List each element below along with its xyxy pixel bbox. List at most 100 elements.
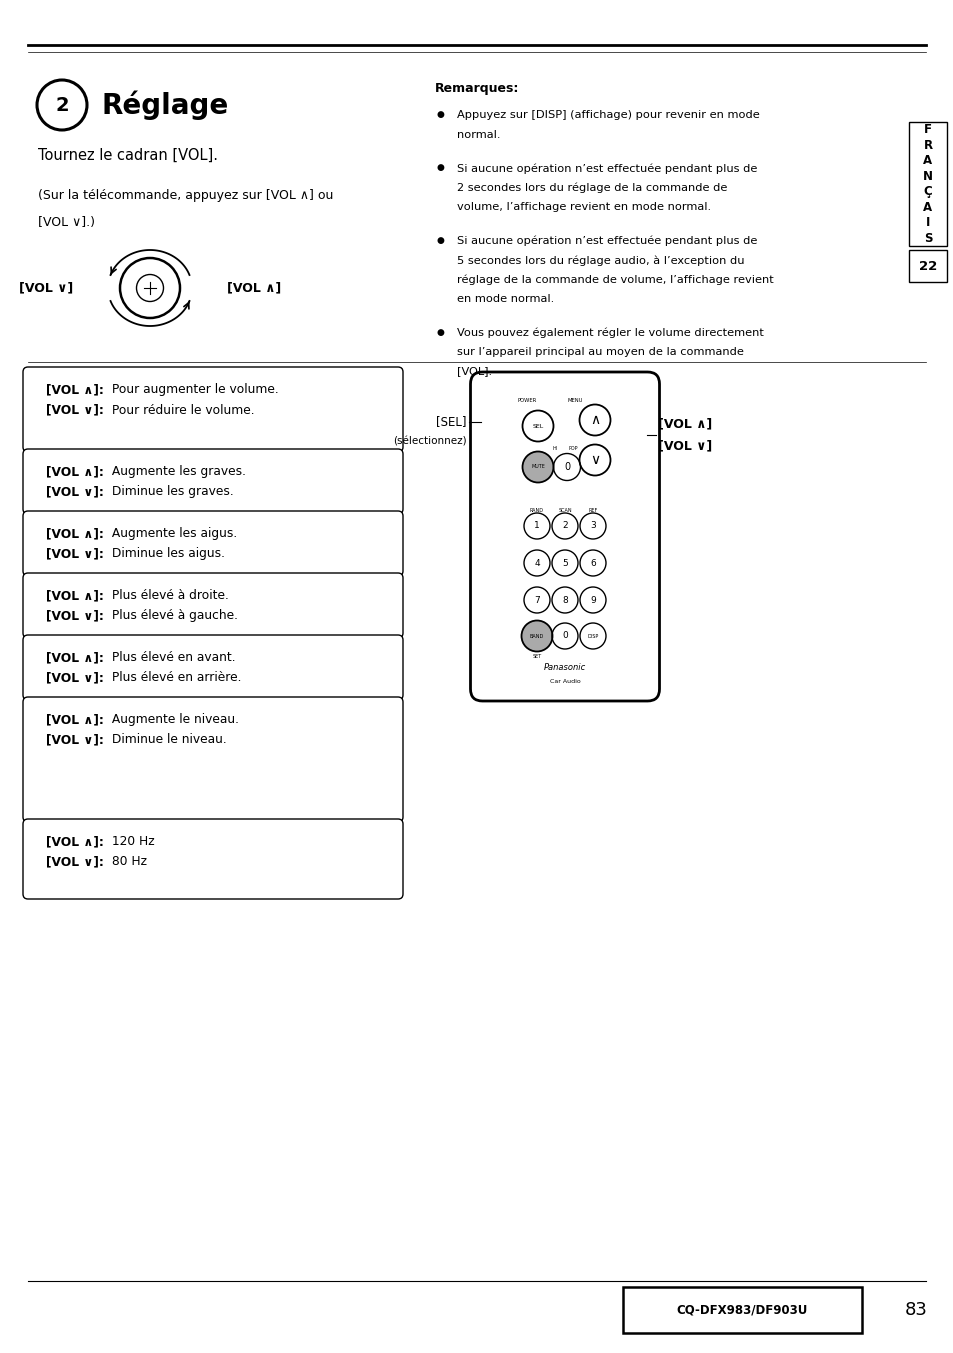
Text: BAND: BAND [529, 633, 543, 639]
Text: 2: 2 [561, 521, 567, 530]
Text: [VOL ∨]:: [VOL ∨]: [46, 733, 104, 747]
Text: ∧: ∧ [589, 413, 599, 428]
Text: A: A [923, 154, 932, 168]
Text: [VOL ∧]:: [VOL ∧]: [46, 383, 104, 396]
Text: 83: 83 [903, 1302, 926, 1319]
Text: 22: 22 [918, 260, 936, 272]
Text: Panasonic: Panasonic [543, 663, 585, 672]
Text: Car Audio: Car Audio [549, 678, 579, 683]
Text: Diminue les graves.: Diminue les graves. [108, 486, 233, 498]
Text: DISP: DISP [587, 633, 598, 639]
Text: [VOL ∧]: [VOL ∧] [657, 418, 711, 430]
Text: Si aucune opération n’est effectuée pendant plus de: Si aucune opération n’est effectuée pend… [456, 235, 757, 246]
Text: MUTE: MUTE [531, 464, 544, 469]
Text: Diminue les aigus.: Diminue les aigus. [108, 548, 225, 560]
Text: Pour réduire le volume.: Pour réduire le volume. [108, 403, 254, 417]
Text: 0: 0 [563, 461, 570, 472]
Text: ●: ● [436, 327, 444, 337]
Text: [VOL ∨]:: [VOL ∨]: [46, 486, 104, 498]
FancyBboxPatch shape [908, 122, 946, 246]
FancyBboxPatch shape [622, 1287, 862, 1333]
Text: Remarques:: Remarques: [435, 83, 518, 95]
Text: [VOL ∧]: [VOL ∧] [227, 281, 281, 295]
FancyBboxPatch shape [23, 449, 402, 514]
Text: POP: POP [568, 445, 578, 451]
Text: ●: ● [436, 162, 444, 172]
Text: Diminue le niveau.: Diminue le niveau. [108, 733, 227, 747]
Text: Pour augmenter le volume.: Pour augmenter le volume. [108, 383, 278, 396]
Text: 9: 9 [590, 595, 596, 605]
Text: MENU: MENU [567, 398, 582, 402]
Circle shape [522, 452, 553, 483]
Text: [VOL ∨].): [VOL ∨].) [38, 215, 95, 229]
Text: ∨: ∨ [589, 453, 599, 467]
Text: Vous pouvez également régler le volume directement: Vous pouvez également régler le volume d… [456, 327, 763, 338]
Text: [VOL ∨]:: [VOL ∨]: [46, 548, 104, 560]
Text: Augmente le niveau.: Augmente le niveau. [108, 713, 239, 727]
Text: Réglage: Réglage [102, 91, 229, 120]
Text: S: S [923, 231, 931, 245]
Text: [VOL ∧]:: [VOL ∧]: [46, 836, 104, 848]
Text: REF: REF [588, 509, 597, 514]
Text: [VOL ∨]: [VOL ∨] [19, 281, 73, 295]
Text: Plus élevé à gauche.: Plus élevé à gauche. [108, 609, 237, 622]
Text: I: I [924, 216, 929, 229]
Text: Augmente les graves.: Augmente les graves. [108, 465, 246, 479]
Text: A: A [923, 200, 932, 214]
Text: RAND: RAND [530, 509, 543, 514]
Text: POWER: POWER [517, 398, 536, 402]
Text: [VOL ∨]:: [VOL ∨]: [46, 609, 104, 622]
Text: F: F [923, 123, 931, 137]
Text: [VOL ∧]:: [VOL ∧]: [46, 528, 104, 540]
Text: [VOL ∨]:: [VOL ∨]: [46, 855, 104, 869]
FancyBboxPatch shape [23, 511, 402, 576]
Text: 7: 7 [534, 595, 539, 605]
Text: [SEL]: [SEL] [436, 415, 466, 429]
Text: 4: 4 [534, 559, 539, 567]
Text: 120 Hz: 120 Hz [108, 836, 154, 848]
FancyBboxPatch shape [23, 367, 402, 452]
Text: [VOL ∨]: [VOL ∨] [657, 440, 711, 452]
FancyBboxPatch shape [23, 574, 402, 639]
Text: 2 secondes lors du réglage de la commande de: 2 secondes lors du réglage de la command… [456, 183, 726, 193]
Text: Si aucune opération n’est effectuée pendant plus de: Si aucune opération n’est effectuée pend… [456, 162, 757, 173]
Text: en mode normal.: en mode normal. [456, 294, 554, 304]
Text: ●: ● [436, 110, 444, 119]
Text: 2: 2 [55, 96, 69, 115]
Text: Appuyez sur [DISP] (affichage) pour revenir en mode: Appuyez sur [DISP] (affichage) pour reve… [456, 110, 759, 120]
Text: [VOL ∧]:: [VOL ∧]: [46, 652, 104, 664]
Text: N: N [923, 169, 932, 183]
Text: (Sur la télécommande, appuyez sur [VOL ∧] ou: (Sur la télécommande, appuyez sur [VOL ∧… [38, 188, 333, 202]
Text: 5: 5 [561, 559, 567, 567]
FancyBboxPatch shape [23, 635, 402, 700]
Text: 0: 0 [561, 632, 567, 640]
Text: 1: 1 [534, 521, 539, 530]
FancyBboxPatch shape [908, 250, 946, 281]
Text: ●: ● [436, 235, 444, 245]
Text: HI: HI [552, 445, 558, 451]
Text: R: R [923, 139, 932, 152]
Text: Tournez le cadran [VOL].: Tournez le cadran [VOL]. [38, 147, 218, 162]
Text: [VOL ∧]:: [VOL ∧]: [46, 465, 104, 479]
Circle shape [521, 621, 552, 652]
Text: 8: 8 [561, 595, 567, 605]
Text: [VOL].: [VOL]. [456, 367, 492, 376]
FancyBboxPatch shape [470, 372, 659, 701]
Text: Plus élevé à droite.: Plus élevé à droite. [108, 590, 229, 602]
Text: 5 secondes lors du réglage audio, à l’exception du: 5 secondes lors du réglage audio, à l’ex… [456, 254, 743, 265]
FancyBboxPatch shape [23, 819, 402, 898]
Text: CQ-DFX983/DF903U: CQ-DFX983/DF903U [676, 1303, 807, 1316]
Text: [VOL ∨]:: [VOL ∨]: [46, 403, 104, 417]
Text: 80 Hz: 80 Hz [108, 855, 147, 869]
Text: 3: 3 [590, 521, 596, 530]
Text: Augmente les aigus.: Augmente les aigus. [108, 528, 237, 540]
Text: normal.: normal. [456, 130, 500, 139]
Text: Ç: Ç [923, 185, 931, 199]
Text: volume, l’affichage revient en mode normal.: volume, l’affichage revient en mode norm… [456, 202, 710, 212]
Text: [VOL ∧]:: [VOL ∧]: [46, 590, 104, 602]
FancyBboxPatch shape [23, 697, 402, 823]
Text: Plus élevé en avant.: Plus élevé en avant. [108, 652, 235, 664]
Text: 6: 6 [590, 559, 596, 567]
Text: SEL: SEL [532, 423, 543, 429]
Text: [VOL ∧]:: [VOL ∧]: [46, 713, 104, 727]
